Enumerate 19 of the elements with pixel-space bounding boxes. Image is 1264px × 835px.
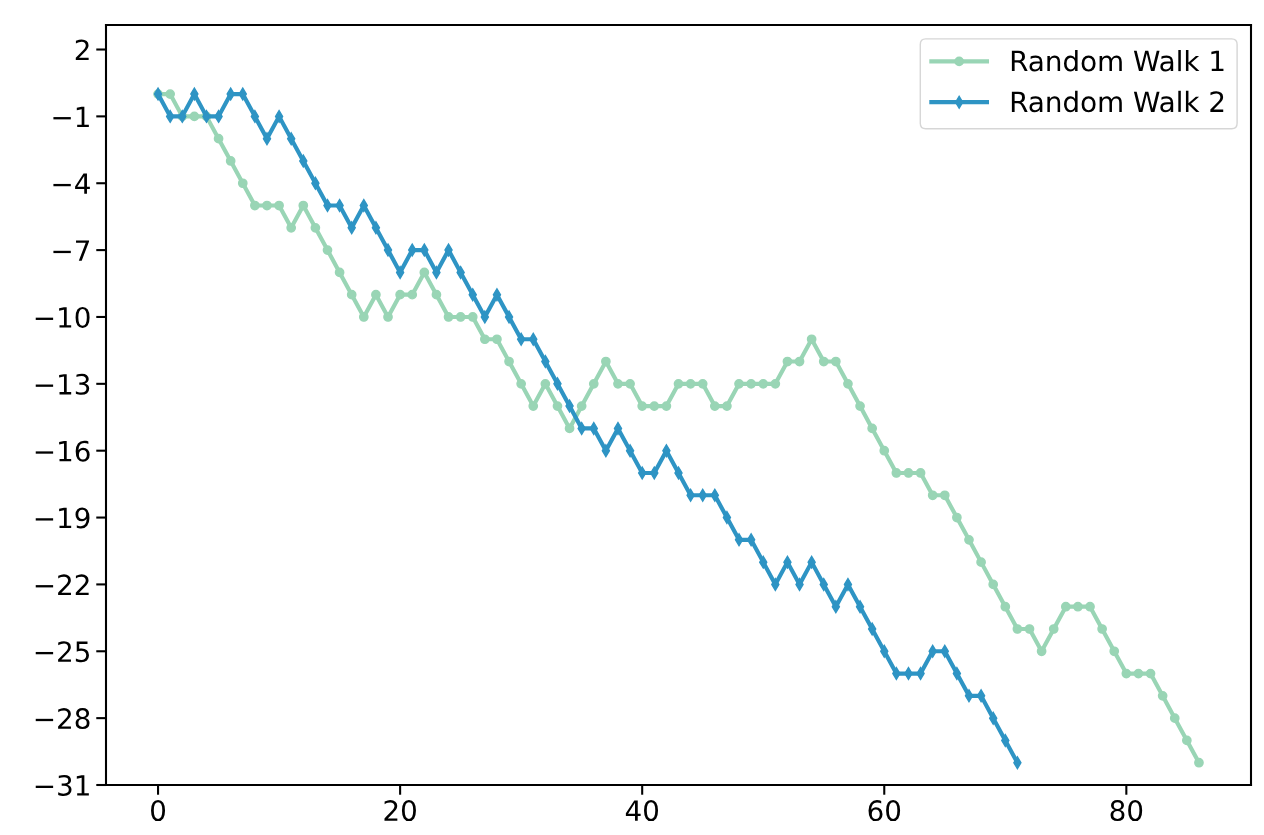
- x-tick-label: 20: [384, 800, 416, 822]
- y-tick-label: −19: [35, 507, 90, 529]
- y-tick-label: −10: [35, 306, 90, 328]
- legend-label: Random Walk 2: [1011, 90, 1224, 113]
- y-tick-label: 2: [75, 39, 89, 61]
- x-tick-label: 60: [868, 800, 901, 822]
- y-tick-label: −28: [35, 708, 90, 730]
- y-tick-label: −16: [35, 440, 90, 462]
- y-tick-label: −13: [35, 373, 90, 395]
- y-tick-label: −4: [53, 173, 90, 194]
- y-tick-label: −31: [35, 774, 89, 796]
- y-tick-label: −7: [53, 240, 90, 261]
- y-tick-label: −25: [35, 641, 89, 663]
- y-tick-label: −22: [35, 574, 89, 595]
- x-tick-label: 80: [1110, 800, 1143, 822]
- legend-label: Random Walk 1: [1011, 50, 1224, 72]
- x-tick-label: 0: [151, 800, 166, 822]
- y-tick-label: −1: [53, 106, 89, 127]
- x-tick-label: 40: [625, 800, 659, 822]
